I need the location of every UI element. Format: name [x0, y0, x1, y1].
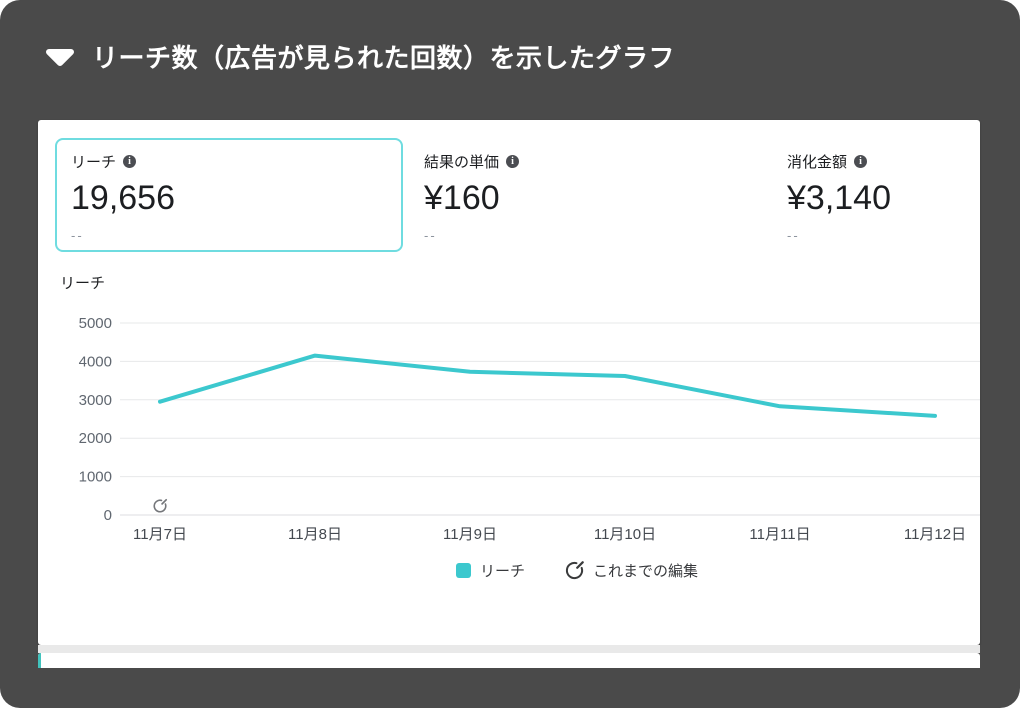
legend-label: これまでの編集 — [593, 563, 699, 580]
info-icon[interactable]: i — [854, 155, 868, 168]
metric-label: 消化金額 — [787, 154, 848, 171]
edit-history-marker-icon[interactable] — [153, 498, 168, 513]
y-tick-label: 3000 — [79, 392, 112, 409]
card-gap-strip — [38, 645, 980, 653]
metric-label-row: リーチ i — [71, 151, 387, 172]
legend-item-edit-history: これまでの編集 — [565, 560, 698, 581]
metric-card-reach[interactable]: リーチ i 19,656 -- — [55, 138, 403, 252]
x-tick-label: 11月10日 — [594, 526, 656, 543]
chart-legend: リーチ これまでの編集 — [456, 560, 698, 581]
x-tick-label: 11月9日 — [443, 526, 497, 543]
metric-card-cost-per-result[interactable]: 結果の単価 i ¥160 -- — [408, 138, 738, 252]
metric-label-row: 結果の単価 i — [424, 151, 722, 172]
y-tick-label: 4000 — [79, 353, 112, 370]
metric-label: リーチ — [71, 154, 117, 171]
info-icon[interactable]: i — [506, 155, 520, 168]
legend-item-reach: リーチ — [456, 560, 525, 581]
y-axis-title: リーチ — [60, 275, 106, 292]
metric-value: ¥160 — [424, 179, 500, 217]
metric-label-row: 消化金額 i — [787, 151, 950, 172]
reach-line-series — [158, 353, 937, 418]
x-tick-label: 11月12日 — [904, 526, 966, 543]
metric-subvalue: -- — [424, 228, 437, 243]
metric-subvalue: -- — [71, 228, 84, 243]
y-tick-label: 2000 — [79, 430, 112, 447]
metric-label: 結果の単価 — [424, 154, 500, 171]
y-tick-label: 5000 — [79, 315, 112, 332]
chart-card: リーチ i 19,656 -- 結果の単価 i ¥160 -- 消化金額 i ¥… — [38, 120, 980, 645]
info-icon[interactable]: i — [123, 155, 137, 168]
reach-series-swatch — [456, 563, 471, 578]
section-header: リーチ数（広告が見られた回数）を示したグラフ — [44, 38, 675, 75]
collapse-triangle-icon[interactable] — [44, 47, 76, 67]
x-tick-label: 11月8日 — [288, 526, 342, 543]
y-tick-label: 1000 — [79, 469, 112, 486]
metric-card-amount-spent[interactable]: 消化金額 i ¥3,140 -- — [771, 138, 966, 252]
edit-history-icon — [565, 561, 584, 580]
selected-row-accent — [38, 653, 41, 668]
next-card-partial — [38, 653, 980, 668]
legend-label: リーチ — [480, 563, 526, 580]
metric-value: ¥3,140 — [787, 179, 891, 217]
metric-value: 19,656 — [71, 179, 175, 217]
metric-subvalue: -- — [787, 228, 800, 243]
x-tick-label: 11月11日 — [749, 526, 810, 543]
section-title: リーチ数（広告が見られた回数）を示したグラフ — [92, 43, 676, 73]
y-tick-label: 0 — [104, 507, 112, 524]
x-tick-label: 11月7日 — [133, 526, 187, 543]
